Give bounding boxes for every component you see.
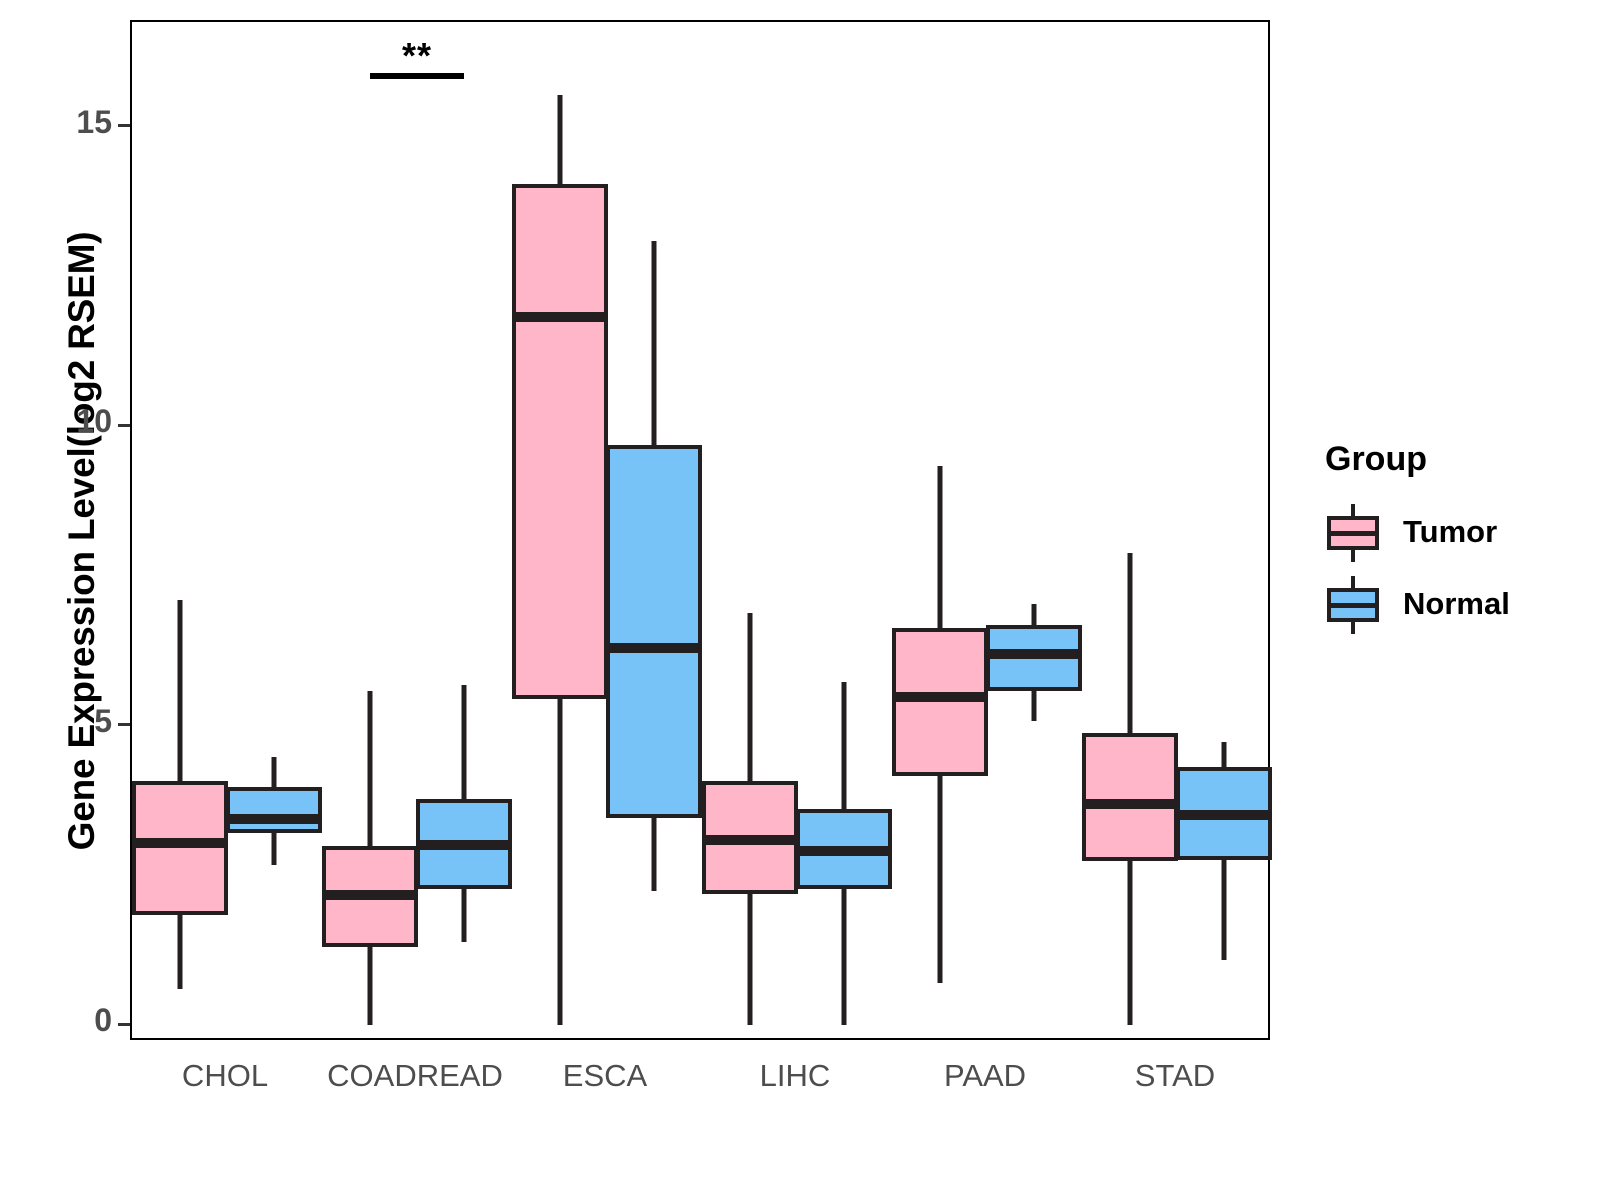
box (606, 445, 702, 819)
significance-stars: ** (401, 35, 433, 77)
whisker-upper (747, 612, 753, 781)
significance-bracket-line (370, 73, 464, 80)
median-line (226, 813, 322, 824)
median-line (796, 846, 892, 857)
box (1082, 732, 1178, 862)
box (892, 627, 988, 777)
median-line (322, 889, 418, 900)
legend: Group Tumor Normal (1325, 440, 1585, 645)
boxplot-coadread-tumor (132, 22, 1268, 1038)
y-tick-mark (118, 124, 130, 128)
median-line (1176, 810, 1272, 821)
whisker-lower (461, 888, 467, 943)
median-line (132, 837, 228, 848)
whisker-upper (651, 240, 657, 446)
median-line (986, 648, 1082, 659)
boxplot-stad-normal (132, 22, 1272, 1038)
legend-item-normal[interactable]: Normal (1325, 573, 1585, 635)
whisker-lower (1127, 861, 1133, 1025)
boxplot-esca-tumor (132, 22, 1268, 1038)
boxplot-chol-tumor (132, 22, 1268, 1038)
whisker-upper (937, 466, 943, 628)
median-line (606, 643, 702, 654)
y-tick-label: 15 (76, 103, 112, 140)
whisker-upper (271, 757, 277, 788)
whisker-upper (1031, 603, 1037, 625)
median-line (1082, 799, 1178, 810)
x-tick-label-chol: CHOL (181, 1058, 269, 1093)
whisker-lower (557, 699, 563, 1025)
whisker-upper (177, 600, 183, 782)
whisker-upper (367, 691, 373, 847)
boxplot-lihc-normal (132, 22, 1268, 1038)
median-line (416, 840, 512, 851)
whisker-upper (1127, 553, 1133, 733)
legend-key-swatch (1325, 576, 1381, 634)
plot-panel: ** (130, 20, 1272, 1040)
boxplot-paad-tumor (132, 22, 1268, 1038)
box (226, 787, 322, 834)
legend-whisker-upper (1351, 504, 1355, 518)
whisker-lower (1221, 859, 1227, 961)
y-tick-label: 5 (94, 702, 112, 739)
y-tick-label: 10 (76, 403, 112, 440)
legend-whisker-lower (1351, 548, 1355, 562)
median-line (702, 835, 798, 846)
median-line (892, 691, 988, 702)
whisker-upper (841, 681, 847, 810)
y-tick-mark (118, 423, 130, 427)
whisker-lower (367, 946, 373, 1025)
x-tick-label-stad: STAD (1134, 1058, 1216, 1093)
legend-item-tumor[interactable]: Tumor (1325, 501, 1585, 563)
boxplot-paad-normal (132, 22, 1268, 1038)
x-tick-label-lihc: LIHC (759, 1058, 831, 1093)
legend-median-line (1327, 531, 1379, 536)
legend-label: Tumor (1403, 514, 1498, 549)
whisker-lower (937, 776, 943, 983)
box (512, 184, 608, 700)
whisker-lower (177, 915, 183, 989)
whisker-upper (557, 95, 563, 185)
boxplot-lihc-tumor (132, 22, 1268, 1038)
x-tick-label-esca: ESCA (562, 1058, 648, 1093)
box (132, 781, 228, 916)
legend-title: Group (1325, 440, 1427, 478)
median-line (512, 312, 608, 323)
boxplot-esca-normal (132, 22, 1268, 1038)
legend-whisker-lower (1351, 620, 1355, 634)
whisker-lower (271, 833, 277, 865)
whisker-lower (747, 894, 753, 1025)
x-tick-label-paad: PAAD (943, 1058, 1027, 1093)
legend-label: Normal (1403, 586, 1510, 621)
whisker-lower (651, 818, 657, 892)
legend-median-line (1327, 603, 1379, 608)
legend-whisker-upper (1351, 576, 1355, 590)
y-axis-title: Gene Expression Level(log2 RSEM) (61, 231, 102, 851)
whisker-lower (1031, 690, 1037, 721)
x-tick-label-coadread: COADREAD (327, 1058, 503, 1093)
boxplot-chol-normal (132, 22, 1268, 1038)
y-tick-mark (118, 1022, 130, 1026)
plot-area: ** (132, 22, 1272, 1038)
y-tick-label: 0 (94, 1002, 112, 1038)
whisker-upper (461, 685, 467, 800)
legend-items: Tumor Normal (1325, 501, 1585, 635)
legend-key-swatch (1325, 504, 1381, 562)
boxplot-stad-tumor (132, 22, 1268, 1038)
boxplot-coadread-normal (132, 22, 1268, 1038)
whisker-lower (841, 889, 847, 1025)
whisker-upper (1221, 741, 1227, 768)
y-tick-mark (118, 723, 130, 727)
